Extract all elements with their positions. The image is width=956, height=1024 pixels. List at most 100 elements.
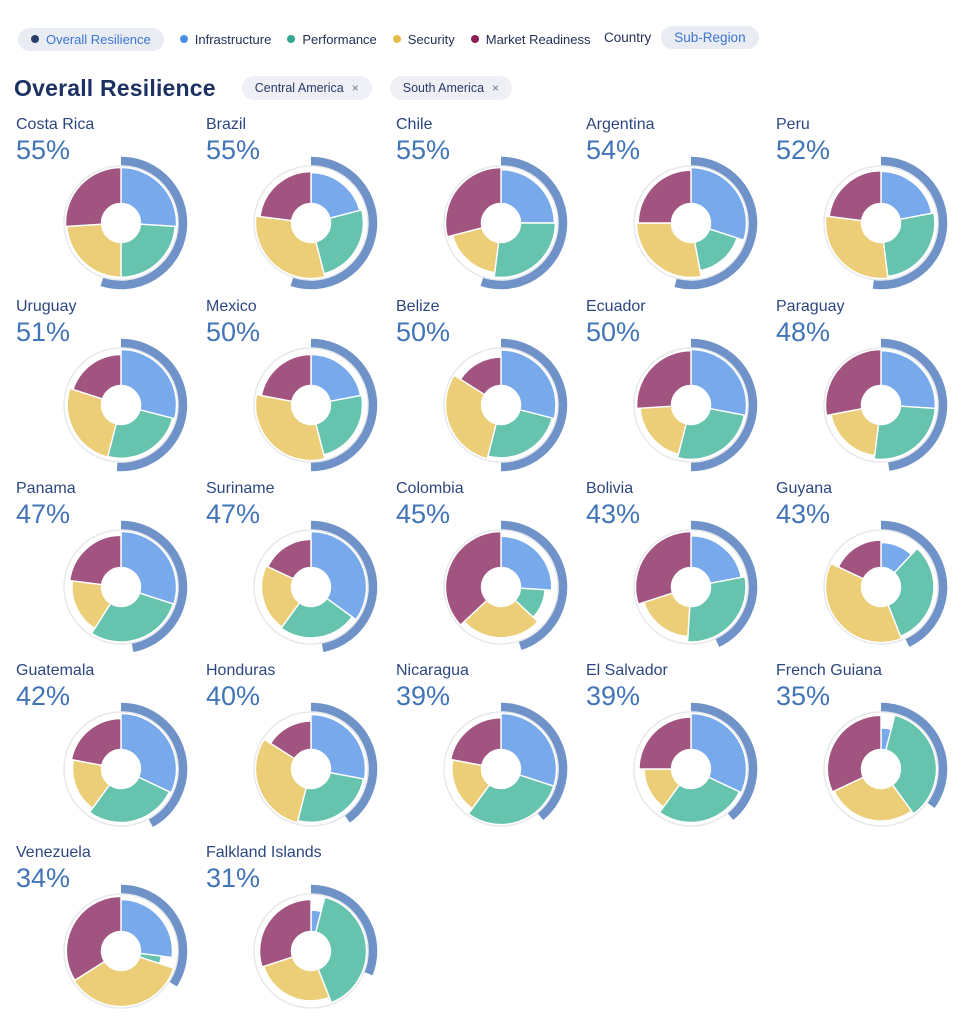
overall-resilience-arc[interactable] [100,156,188,290]
segment-performance[interactable] [467,774,555,826]
overall-resilience-arc[interactable] [880,338,948,471]
overall-resilience-arc[interactable] [290,156,378,290]
segment-market-readiness[interactable] [68,534,122,586]
resilience-donut-chart[interactable] [54,702,188,836]
resilience-donut-chart[interactable] [54,338,188,472]
overall-resilience-arc[interactable] [480,156,568,290]
segment-infrastructure[interactable] [120,348,178,420]
resilience-donut-chart[interactable] [814,156,948,290]
segment-market-readiness[interactable] [637,169,692,224]
resilience-donut-chart[interactable] [54,520,188,654]
segment-market-readiness[interactable] [444,530,502,626]
overall-resilience-arc[interactable] [690,338,758,472]
segment-infrastructure[interactable] [120,166,178,228]
segment-security[interactable] [824,562,903,644]
overall-resilience-arc[interactable] [310,884,378,976]
segment-market-readiness[interactable] [259,170,312,222]
segment-infrastructure[interactable] [500,349,557,420]
segment-security[interactable] [254,738,308,824]
segment-security[interactable] [830,407,880,457]
resilience-donut-chart[interactable] [624,702,758,836]
segment-market-readiness[interactable] [258,898,312,968]
legend-item-performance[interactable]: Performance [287,32,377,47]
segment-infrastructure[interactable] [310,713,367,781]
segment-security[interactable] [451,226,500,274]
resilience-donut-chart[interactable] [244,520,378,654]
remove-filter-icon[interactable]: × [351,81,359,95]
overall-resilience-arc[interactable] [872,156,948,290]
segment-performance[interactable] [873,405,936,461]
toggle-option-sub-region[interactable]: Sub-Region [661,26,759,49]
segment-security[interactable] [833,776,913,822]
toggle-option-country[interactable]: Country [604,30,652,45]
resilience-donut-chart[interactable] [814,702,948,836]
segment-infrastructure[interactable] [120,530,178,606]
resilience-donut-chart[interactable] [814,338,948,472]
segment-security[interactable] [254,393,326,462]
segment-market-readiness[interactable] [826,714,882,793]
segment-infrastructure[interactable] [120,898,174,959]
overall-resilience-arc[interactable] [310,520,378,653]
segment-security[interactable] [824,215,889,280]
segment-infrastructure[interactable] [120,712,178,794]
segment-performance[interactable] [658,776,741,824]
overall-resilience-arc[interactable] [310,702,378,823]
segment-security[interactable] [66,223,122,278]
overall-resilience-arc[interactable] [690,520,758,647]
resilience-donut-chart[interactable] [244,884,378,1018]
segment-security[interactable] [73,956,175,1008]
legend-item-market-readiness[interactable]: Market Readiness [470,32,591,47]
segment-market-readiness[interactable] [824,348,882,417]
legend-item-security[interactable]: Security [392,32,455,47]
segment-infrastructure[interactable] [500,535,553,591]
segment-infrastructure[interactable] [690,166,748,242]
resilience-donut-chart[interactable] [434,156,568,290]
overall-resilience-arc[interactable] [120,702,188,828]
segment-market-readiness[interactable] [638,716,692,770]
resilience-donut-chart[interactable] [54,156,188,290]
overall-resilience-arc[interactable] [690,702,758,821]
segment-infrastructure[interactable] [500,712,558,788]
segment-market-readiness[interactable] [65,895,122,982]
segment-performance[interactable] [686,575,747,643]
segment-infrastructure[interactable] [690,712,748,794]
segment-security[interactable] [66,387,118,458]
resilience-donut-chart[interactable] [624,520,758,654]
filter-chip-central-america[interactable]: Central America × [241,76,372,100]
overall-resilience-arc[interactable] [674,156,758,290]
resilience-donut-chart[interactable] [624,338,758,472]
segment-security[interactable] [444,374,498,460]
segment-market-readiness[interactable] [636,349,692,410]
segment-performance[interactable] [314,896,368,1004]
segment-performance[interactable] [120,223,176,278]
segment-market-readiness[interactable] [64,166,122,228]
segment-market-readiness[interactable] [72,353,122,400]
segment-performance[interactable] [487,408,553,459]
segment-security[interactable] [639,405,688,456]
segment-infrastructure[interactable] [310,172,361,220]
resilience-donut-chart[interactable] [434,520,568,654]
resilience-donut-chart[interactable] [244,156,378,290]
overall-resilience-arc[interactable] [880,520,948,647]
segment-market-readiness[interactable] [449,717,502,767]
segment-performance[interactable] [884,714,938,815]
segment-performance[interactable] [106,408,174,459]
segment-market-readiness[interactable] [269,720,312,760]
segment-performance[interactable] [88,776,171,824]
resilience-donut-chart[interactable] [624,156,758,290]
segment-market-readiness[interactable] [70,717,122,767]
segment-market-readiness[interactable] [260,353,312,403]
segment-performance[interactable] [280,597,354,639]
segment-infrastructure[interactable] [310,530,368,621]
segment-infrastructure[interactable] [690,348,748,417]
resilience-donut-chart[interactable] [244,338,378,472]
overall-resilience-arc[interactable] [310,338,378,472]
segment-performance[interactable] [676,407,746,461]
resilience-donut-chart[interactable] [434,338,568,472]
overall-resilience-arc[interactable] [500,338,568,472]
segment-performance[interactable] [314,394,364,456]
segment-market-readiness[interactable] [828,170,882,222]
segment-performance[interactable] [493,222,557,279]
remove-filter-icon[interactable]: × [492,81,500,95]
resilience-donut-chart[interactable] [54,884,188,1018]
